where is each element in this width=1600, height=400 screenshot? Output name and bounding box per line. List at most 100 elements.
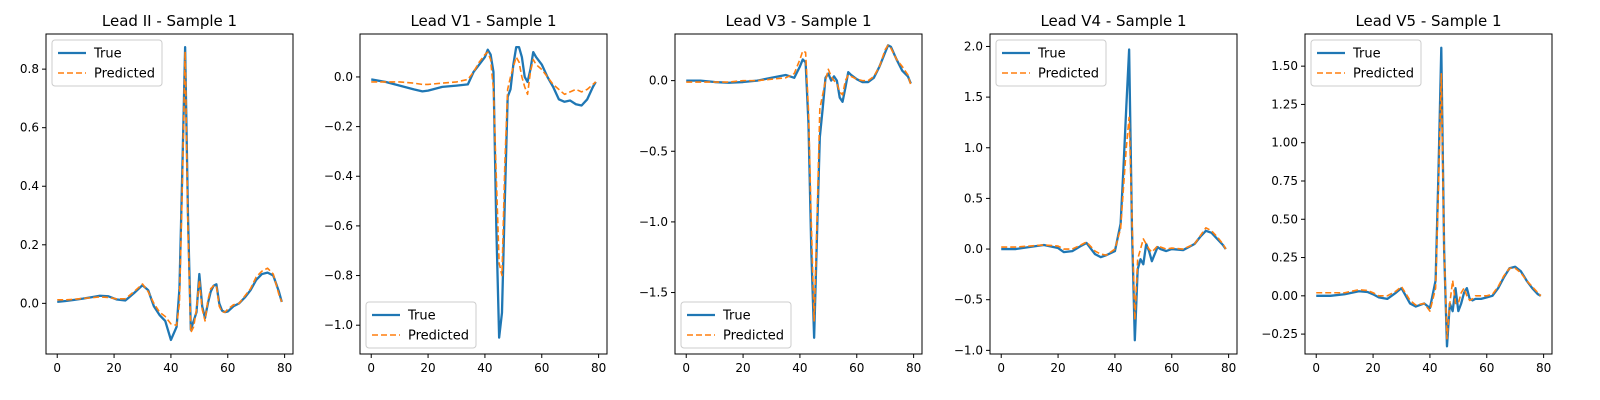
legend-label: True [1352,47,1381,62]
x-tick-label: 0 [682,361,690,375]
legend-label: True [407,309,436,324]
legend: True Predicted [365,301,477,349]
legend-box [1310,39,1422,87]
legend: True Predicted [51,39,163,87]
x-tick-label: 80 [906,361,921,375]
y-tick-label: 0.0 [334,70,353,84]
series-line-true [371,46,597,339]
y-tick-label: 0.4 [20,179,39,193]
x-tick-label: 40 [1422,361,1437,375]
legend-label: Predicted [723,329,784,344]
series-line-true [686,44,912,339]
axes-frame [45,33,294,355]
x-tick-label: 60 [849,361,864,375]
x-tick-label: 80 [591,361,606,375]
axes-frame [989,33,1238,355]
legend-label: Predicted [1038,67,1099,82]
legend: True Predicted [1310,39,1422,87]
subplot-3: Lead V3 - Sample 1 0 20 40 60 80 0.0 −0.5 −1.0 −1… [639,12,923,375]
legend-box [995,39,1107,87]
legend-label: True [1037,47,1066,62]
x-tick-label: 60 [1479,361,1494,375]
y-tick-label: 1.50 [1271,59,1298,73]
y-tick-label: 0.75 [1271,174,1298,188]
y-tick-label: −1.0 [639,215,668,229]
x-tick-label: 40 [792,361,807,375]
y-tick-label: 0.0 [649,74,668,88]
y-tick-label: −0.5 [639,144,668,158]
x-tick-label: 20 [1365,361,1380,375]
subplot-4: Lead V4 - Sample 1 0 20 40 60 80 −1.0 −0.5 0.0 0.… [954,12,1238,375]
series-line-true [57,46,283,342]
legend: True Predicted [995,39,1107,87]
legend-label: Predicted [408,329,469,344]
y-tick-label: 0.0 [964,242,983,256]
x-tick-label: 20 [1050,361,1065,375]
legend-label: True [93,47,122,62]
x-tick-label: 60 [534,361,549,375]
subplot-title: Lead V5 - Sample 1 [1355,12,1501,30]
axes-frame [1304,33,1553,355]
x-tick-label: 60 [220,361,235,375]
x-tick-label: 40 [477,361,492,375]
y-tick-label: −0.25 [1261,327,1298,341]
y-tick-label: 1.25 [1271,97,1298,111]
y-tick-label: 0.0 [20,296,39,310]
subplot-title: Lead V1 - Sample 1 [410,12,556,30]
legend-label: Predicted [1353,67,1414,82]
axes-frame [674,33,923,355]
y-tick-label: −1.0 [954,343,983,357]
y-tick-label: 0.00 [1271,289,1298,303]
y-tick-label: −0.4 [324,169,353,183]
y-tick-label: 2.0 [964,39,983,53]
legend-box [51,39,163,87]
y-tick-label: −0.2 [324,120,353,134]
subplot-2: Lead V1 - Sample 1 0 20 40 60 80 0.0 −0.2 −0.4 −0… [324,12,608,375]
y-tick-label: −0.5 [954,293,983,307]
y-tick-label: −0.8 [324,269,353,283]
y-tick-label: −0.6 [324,219,353,233]
subplot-title: Lead II - Sample 1 [102,12,237,30]
axes-frame [359,33,608,355]
series-line-true [1316,46,1542,348]
subplot-title: Lead V4 - Sample 1 [1040,12,1186,30]
x-tick-label: 0 [53,361,61,375]
y-tick-label: 0.50 [1271,212,1298,226]
x-tick-label: 20 [735,361,750,375]
legend: True Predicted [680,301,792,349]
legend-label: Predicted [94,67,155,82]
x-tick-label: 0 [997,361,1005,375]
y-tick-label: 0.2 [20,238,39,252]
x-tick-label: 80 [1221,361,1236,375]
x-tick-label: 40 [163,361,178,375]
subplot-1: Lead II - Sample 1 0 20 40 60 80 0.0 0.2 0.4 0.6 0… [20,12,294,375]
x-tick-label: 0 [1312,361,1320,375]
x-tick-label: 60 [1164,361,1179,375]
y-tick-label: 0.8 [20,62,39,76]
series-line-predicted [1316,73,1542,340]
x-tick-label: 40 [1107,361,1122,375]
series-line-true [1001,48,1227,342]
series-line-predicted [686,44,912,322]
series-line-predicted [371,51,597,277]
legend-box [365,301,477,349]
y-tick-label: 1.00 [1271,136,1298,150]
y-tick-label: 1.5 [964,90,983,104]
subplot-5: Lead V5 - Sample 1 0 20 40 60 80 −0.25 0.00 0.25… [1261,12,1553,375]
y-tick-label: −1.5 [639,286,668,300]
y-tick-label: 0.5 [964,191,983,205]
y-tick-label: 0.25 [1271,251,1298,265]
x-tick-label: 20 [420,361,435,375]
y-tick-label: 1.0 [964,141,983,155]
x-tick-label: 80 [1536,361,1551,375]
x-tick-label: 80 [277,361,292,375]
legend-box [680,301,792,349]
series-line-predicted [1001,116,1227,321]
subplot-title: Lead V3 - Sample 1 [725,12,871,30]
series-line-predicted [57,50,283,334]
y-tick-label: 0.6 [20,121,39,135]
x-tick-label: 20 [106,361,121,375]
legend-label: True [722,309,751,324]
x-tick-label: 0 [367,361,375,375]
